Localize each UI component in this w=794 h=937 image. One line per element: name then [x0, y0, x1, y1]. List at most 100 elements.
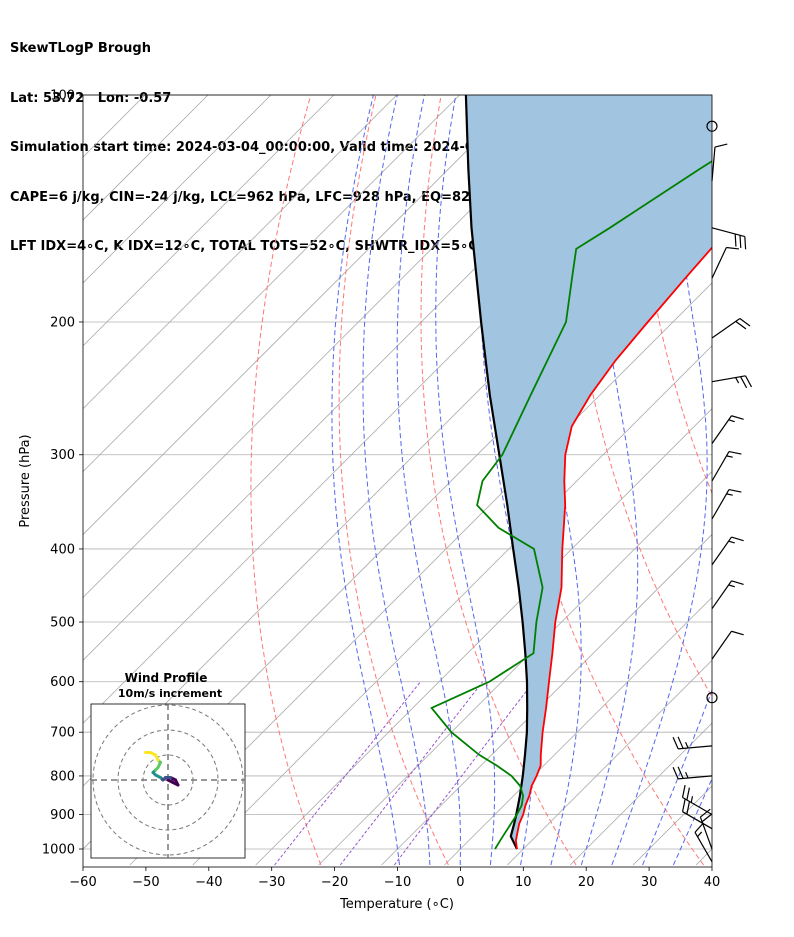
- x-tick-label: −20: [321, 875, 348, 890]
- isotherm-line: [507, 659, 712, 866]
- x-tick-label: 40: [704, 875, 721, 890]
- x-tick-label: 30: [641, 875, 658, 890]
- barb-flag: [701, 813, 713, 823]
- wind-barb: [711, 246, 740, 279]
- index-line: LFT IDX=4∘C, K IDX=12∘C, TOTAL TOTS=52∘C…: [10, 239, 478, 254]
- wind-barb: [711, 143, 728, 181]
- mixing-ratio-line: [339, 681, 484, 866]
- dry-adiabat-line: [338, 95, 449, 866]
- y-tick-label: 600: [50, 675, 75, 690]
- calm-wind-circle: [706, 692, 718, 704]
- wind-barb: [711, 536, 744, 566]
- isotherm-line: [83, 95, 523, 536]
- mixing-ratio-line: [393, 681, 534, 866]
- y-axis-label: Pressure (hPa): [18, 434, 33, 527]
- barb-staff: [711, 489, 730, 520]
- hodograph-subtitle: 10m/s increment: [118, 687, 222, 700]
- parcel-line: [464, 95, 529, 850]
- barb-flag: [744, 375, 753, 388]
- y-tick-label: 400: [50, 542, 75, 557]
- y-tick-label: 300: [50, 448, 75, 463]
- barb-half-flag: [685, 771, 689, 779]
- isotherm-line: [381, 533, 712, 866]
- barb-half-flag: [726, 455, 733, 458]
- barb-staff: [699, 816, 713, 850]
- x-axis-label: Temperature (∘C): [339, 897, 454, 912]
- x-tick-label: −10: [384, 875, 411, 890]
- isotherm-line: [569, 722, 712, 866]
- profile-series: [430, 95, 712, 850]
- y-tick-label: 200: [50, 315, 75, 330]
- moist-adiabat-line: [642, 688, 712, 866]
- chart-title: SkewTLogP Brough: [10, 41, 151, 56]
- wind-barb: [672, 736, 713, 750]
- temperature-line: [514, 246, 712, 850]
- x-tick-label: 10: [515, 875, 532, 890]
- wind-barb: [681, 784, 713, 816]
- wind-barb: [711, 630, 744, 660]
- barb-staff: [711, 536, 732, 566]
- wind-barb: [711, 318, 751, 339]
- isotherm-line: [192, 345, 712, 866]
- barb-flag: [672, 767, 679, 780]
- isotherm-line: [83, 95, 272, 284]
- isotherm-line: [83, 95, 586, 598]
- barb-flag: [686, 787, 691, 801]
- cape-fill-layer: [465, 95, 712, 849]
- barb-half-flag: [685, 741, 689, 749]
- barb-flag: [681, 799, 686, 812]
- barb-flag: [731, 580, 744, 586]
- barb-staff: [711, 580, 732, 610]
- barb-half-flag: [690, 796, 694, 803]
- barb-flag: [739, 318, 751, 327]
- barb-staff: [711, 247, 727, 279]
- barb-flag: [731, 536, 744, 542]
- wind-barb: [699, 808, 713, 850]
- barb-staff: [711, 630, 732, 660]
- barb-flag: [744, 236, 747, 250]
- dry-adiabat-line: [497, 95, 705, 866]
- x-tick-label: −60: [69, 875, 96, 890]
- hodograph-title: Wind Profile: [125, 671, 208, 685]
- barb-flag: [672, 737, 679, 750]
- barb-staff: [678, 775, 713, 780]
- barb-staff: [711, 146, 716, 181]
- barb-flag: [677, 766, 684, 779]
- barb-flag: [728, 450, 742, 455]
- y-tick-label: 1000: [42, 843, 75, 858]
- wind-barbs: [672, 120, 753, 863]
- isotherm-line: [83, 95, 460, 473]
- barb-flag: [681, 784, 686, 798]
- y-tick-label: 700: [50, 726, 75, 741]
- wind-barb: [681, 799, 713, 830]
- isotherm-line: [759, 95, 794, 865]
- y-tick-label: 800: [50, 769, 75, 784]
- barb-flag: [686, 801, 691, 815]
- y-tick-label: 900: [50, 808, 75, 823]
- barb-flag: [731, 630, 744, 636]
- x-tick-label: 0: [456, 875, 464, 890]
- moist-adiabat-line: [580, 95, 639, 866]
- barb-half-flag: [697, 831, 703, 838]
- barb-half-flag: [728, 540, 735, 544]
- dry-adiabat-line: [420, 95, 577, 866]
- moist-adiabat-line: [672, 777, 712, 866]
- barb-flag: [734, 233, 737, 247]
- barb-flag: [726, 246, 740, 250]
- hodograph-plot: [91, 704, 245, 858]
- y-tick-label: 500: [50, 616, 75, 631]
- isotherm-line: [83, 95, 397, 410]
- dry-adiabat-line: [250, 95, 322, 866]
- isotherm-line: [255, 408, 712, 866]
- barb-flag: [699, 808, 711, 818]
- dry-adiabat-line: [701, 95, 712, 201]
- barb-staff: [711, 375, 746, 383]
- barb-staff: [711, 451, 730, 482]
- barb-flag: [740, 376, 748, 389]
- moist-adiabat-line: [396, 95, 461, 865]
- barb-half-flag: [728, 584, 735, 588]
- barb-flag: [731, 415, 744, 420]
- barb-staff: [711, 415, 732, 444]
